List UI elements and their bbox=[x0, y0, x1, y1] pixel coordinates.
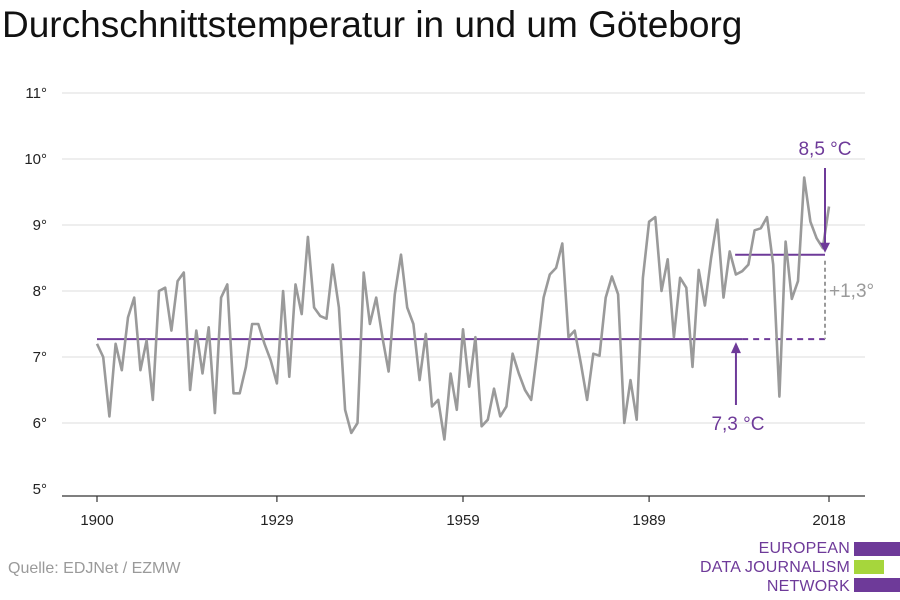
y-tick-label: 11° bbox=[25, 85, 47, 102]
delta-label: +1,3° bbox=[829, 281, 874, 302]
y-tick-label: 10° bbox=[24, 151, 47, 168]
temperature-series-line bbox=[95, 176, 831, 441]
x-tick-label: 2018 bbox=[812, 512, 845, 529]
chart-title: Durchschnittstemperatur in und um Götebo… bbox=[2, 4, 743, 45]
logo-bar-1 bbox=[854, 542, 900, 556]
base-avg-label: 7,3 °C bbox=[711, 414, 764, 435]
recent-avg-label: 8,5 °C bbox=[798, 139, 851, 160]
x-axis: 1900 1929 1959 1989 2018 bbox=[62, 495, 865, 529]
x-tick-label: 1959 bbox=[446, 512, 479, 529]
y-tick-label: 6° bbox=[33, 415, 47, 432]
grid-lines bbox=[62, 92, 865, 424]
y-tick-label: 7° bbox=[33, 349, 47, 366]
logo-bar-3 bbox=[854, 578, 900, 592]
y-axis: 5° 6° 7° 8° 9° 10° 11° bbox=[24, 85, 47, 498]
logo-line-1: EUROPEAN bbox=[758, 540, 850, 557]
reference-lines bbox=[97, 253, 825, 341]
x-tick-label: 1989 bbox=[632, 512, 665, 529]
annotations: +1,3° 8,5 °C 7,3 °C bbox=[711, 139, 874, 435]
logo-line-2: DATA JOURNALISM bbox=[700, 559, 850, 576]
y-tick-label: 9° bbox=[33, 217, 47, 234]
x-tick-label: 1900 bbox=[80, 512, 113, 529]
x-tick-label: 1929 bbox=[260, 512, 293, 529]
recent-arrow-head bbox=[820, 242, 830, 253]
series-layer bbox=[95, 176, 831, 441]
edjnet-logo: EUROPEAN DATA JOURNALISM NETWORK bbox=[700, 539, 900, 595]
source-note: Quelle: EDJNet / EZMW bbox=[8, 560, 181, 577]
y-tick-label: 8° bbox=[33, 283, 47, 300]
logo-bar-2 bbox=[854, 560, 884, 574]
logo-line-3: NETWORK bbox=[766, 578, 850, 595]
y-tick-label: 5° bbox=[33, 481, 47, 498]
base-arrow-head bbox=[730, 342, 741, 354]
